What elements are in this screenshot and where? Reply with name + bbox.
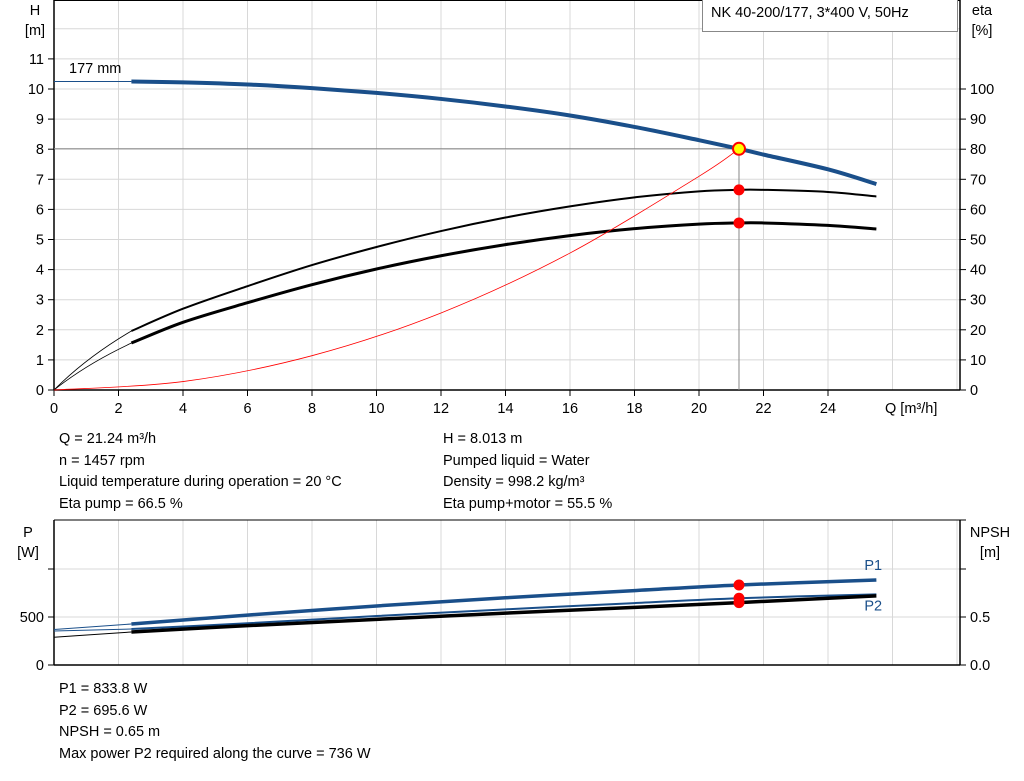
y-tick-label: 0 [36, 383, 44, 399]
info-npsh: NPSH = 0.65 m [59, 724, 161, 740]
y2-tick-label: 60 [970, 202, 986, 218]
eta-pump-marker [733, 184, 745, 196]
x-tick-label: 14 [497, 401, 513, 417]
y2-tick-label: 20 [970, 323, 986, 339]
npsh-y-tick-label: 0.0 [970, 658, 990, 674]
eta-pump-curve [131, 188, 877, 332]
y-tick-label: 1 [36, 353, 44, 369]
x-tick-label: 20 [691, 401, 707, 417]
x-tick-label: 6 [243, 401, 251, 417]
y-tick-label: 8 [36, 142, 44, 158]
x-axis-label: Q [m³/h] [885, 401, 937, 417]
x-tick-label: 8 [308, 401, 316, 417]
npsh-y-tick-label: 0.5 [970, 610, 990, 626]
P1-label: P1 [864, 558, 882, 574]
P1-marker [733, 579, 745, 591]
y2-tick-label: 50 [970, 233, 986, 249]
info-top-left: Q = 21.24 m³/h n = 1457 rpm Liquid tempe… [59, 429, 342, 515]
info-eta-pump: Eta pump = 66.5 % [59, 495, 183, 512]
P2-curve-extension [53, 628, 132, 632]
head-curve [131, 79, 877, 187]
x-tick-label: 18 [626, 401, 642, 417]
eta-pump-motor-marker [733, 217, 745, 229]
info-flow: Q = 21.24 m³/h [59, 431, 157, 447]
power-y-tick-label: 0 [36, 658, 44, 674]
x-tick-label: 24 [820, 401, 836, 417]
info-liquid-temp: Liquid temperature during operation = 20… [59, 474, 342, 490]
y2-tick-label: 10 [970, 353, 986, 369]
x-tick-label: 10 [368, 401, 384, 417]
info-p2: P2 = 695.6 W [59, 702, 148, 719]
y2-tick-label: 90 [970, 112, 986, 128]
y-tick-label: 4 [36, 263, 44, 279]
y2-tick-label: 100 [970, 82, 994, 98]
y2-tick-label: 70 [970, 172, 986, 188]
info-top-right: H = 8.013 m Pumped liquid = Water Densit… [443, 429, 612, 515]
y2-tick-label: 80 [970, 142, 986, 158]
y-tick-label: 10 [28, 82, 44, 98]
eta-pump-curve-extension [53, 330, 132, 391]
info-density: Density = 998.2 kg/m³ [443, 474, 585, 490]
x-tick-label: 22 [755, 401, 771, 417]
x-tick-label: 4 [179, 401, 187, 417]
y-tick-label: 11 [29, 52, 44, 68]
y-tick-label: 5 [36, 233, 44, 249]
info-eta-pump-motor: Eta pump+motor = 55.5 % [443, 495, 613, 512]
y-axis-label: H [30, 3, 40, 19]
NPSH-curve-extension [53, 631, 132, 638]
system-curve-curve [53, 148, 740, 391]
y-axis-unit: [m] [25, 23, 45, 39]
info-speed: n = 1457 rpm [59, 452, 145, 469]
y2-axis-label: eta [972, 3, 993, 19]
npsh-axis-label: NPSH [970, 525, 1010, 541]
info-pumped-liquid: Pumped liquid = Water [443, 452, 590, 469]
power-y-tick-label: 500 [20, 610, 44, 626]
y-tick-label: 3 [36, 293, 44, 309]
P2-label: P2 [864, 598, 882, 614]
power-axis-label: P [23, 525, 33, 541]
x-tick-label: 16 [562, 401, 578, 417]
y-tick-label: 7 [36, 172, 44, 188]
power-axis-unit: [W] [17, 545, 39, 561]
info-max-power: Max power P2 required along the curve = … [59, 745, 371, 762]
y-tick-label: 6 [36, 202, 44, 218]
info-p1: P1 = 833.8 W [59, 681, 148, 697]
y-tick-label: 2 [36, 323, 44, 339]
x-tick-label: 12 [433, 401, 449, 417]
info-head: H = 8.013 m [443, 431, 523, 447]
y2-axis-unit: [%] [972, 23, 993, 39]
duty-point-marker [731, 141, 746, 156]
NPSH-marker [733, 597, 745, 609]
x-tick-label: 2 [114, 401, 122, 417]
y2-tick-label: 40 [970, 263, 986, 279]
eta-pump-motor-curve [130, 221, 877, 345]
impeller-label: 177 mm [69, 61, 121, 77]
pump-title: NK 40-200/177, 3*400 V, 50Hz [702, 0, 958, 32]
y-tick-label: 9 [36, 112, 44, 128]
P1-curve-extension [53, 623, 132, 630]
y2-tick-label: 0 [970, 383, 978, 399]
npsh-axis-unit: [m] [980, 545, 1000, 561]
eta-pump-motor-curve-extension [53, 342, 132, 391]
info-bottom: P1 = 833.8 W P2 = 695.6 W NPSH = 0.65 m … [59, 679, 371, 765]
y2-tick-label: 30 [970, 293, 986, 309]
x-tick-label: 0 [50, 401, 58, 417]
